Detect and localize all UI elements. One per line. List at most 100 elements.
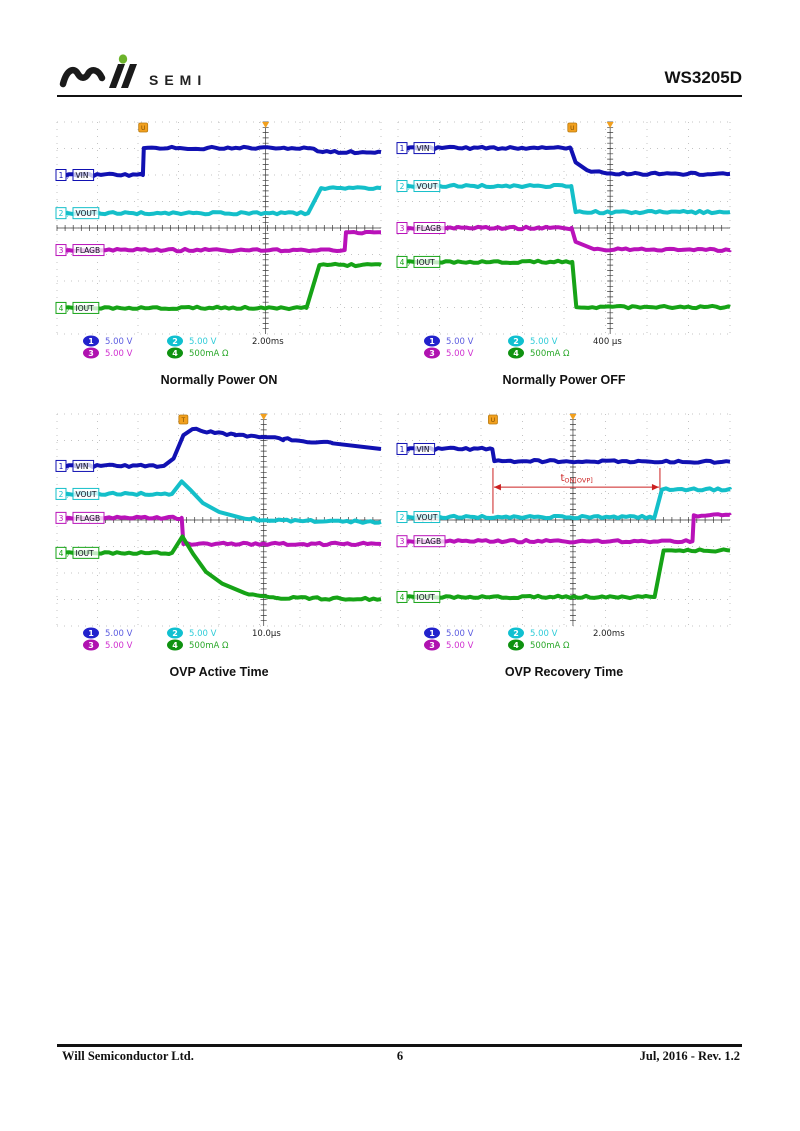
footer-company: Will Semiconductor Ltd. [62, 1049, 194, 1063]
svg-text:5.00 V: 5.00 V [189, 629, 217, 639]
graticule [56, 121, 382, 335]
svg-text:4: 4 [172, 641, 178, 650]
svg-text:4: 4 [513, 641, 519, 650]
legend-ch1: 1 5.00 V [424, 627, 474, 639]
trace-vout [56, 479, 382, 525]
svg-text:4: 4 [400, 593, 405, 602]
svg-text:2: 2 [59, 490, 64, 499]
footer-page-number: 6 [396, 1049, 404, 1063]
svg-text:FLAGB: FLAGB [417, 224, 442, 233]
svg-text:VOUT: VOUT [417, 513, 438, 522]
legend-ch2: 2 5.00 V [167, 627, 217, 639]
svg-text:1: 1 [59, 462, 64, 471]
legend-ch2: 2 5.00 V [167, 335, 217, 347]
legend-ch1: 1 5.00 V [83, 627, 133, 639]
svg-text:2: 2 [172, 629, 178, 638]
timebase-readout: 400 µs [593, 337, 622, 347]
svg-text:2: 2 [172, 337, 178, 346]
timebase-readout: 2.00ms [593, 629, 625, 639]
channel-label-iout: 4 〉 IOUT [396, 255, 441, 268]
svg-text:5.00 V: 5.00 V [530, 337, 558, 347]
svg-text:5.00 V: 5.00 V [446, 629, 474, 639]
svg-text:5.00 V: 5.00 V [530, 629, 558, 639]
channel-label-vout: 2 〉 VOUT [55, 487, 100, 500]
trace-iout [56, 261, 382, 312]
channel-label-vin: 1 〉 VIN [55, 169, 95, 181]
svg-text:1: 1 [59, 171, 64, 180]
logo-slash-2 [121, 64, 137, 88]
svg-text:〉: 〉 [67, 210, 74, 218]
svg-text:3: 3 [400, 224, 405, 233]
svg-text:VIN: VIN [417, 445, 430, 454]
channel-label-iout: 4 〉 IOUT [55, 546, 100, 559]
legend-ch4: 4 500mA Ω [167, 347, 229, 359]
svg-text:3: 3 [88, 641, 94, 650]
figure-caption: Normally Power ON [160, 373, 278, 387]
svg-text:VIN: VIN [76, 171, 89, 180]
svg-text:2: 2 [59, 209, 64, 218]
legend-ch4: 4 500mA Ω [508, 639, 570, 651]
svg-text:IOUT: IOUT [76, 549, 95, 558]
trace-iout [397, 258, 731, 311]
svg-text:4: 4 [400, 258, 405, 267]
trigger-event-marker-icon [488, 414, 498, 425]
logo-green-dot [118, 54, 128, 64]
channel-label-vin: 1 〉 VIN [396, 442, 436, 455]
svg-text:3: 3 [400, 537, 405, 546]
trace-vin [56, 426, 382, 470]
legend-ch4: 4 500mA Ω [167, 639, 229, 651]
svg-text:〉: 〉 [67, 247, 74, 255]
svg-text:〉: 〉 [408, 259, 415, 267]
svg-text:〉: 〉 [408, 538, 415, 546]
svg-text:5.00 V: 5.00 V [105, 337, 133, 347]
channel-label-iout: 4 〉 IOUT [55, 301, 100, 314]
svg-text:〉: 〉 [67, 550, 74, 558]
legend-ch4: 4 500mA Ω [508, 347, 570, 359]
svg-text:500mA Ω: 500mA Ω [189, 641, 229, 651]
channel-label-flagb: 3 〉 FLAGB [396, 222, 446, 234]
svg-text:3: 3 [88, 349, 94, 358]
svg-text:500mA Ω: 500mA Ω [530, 349, 570, 359]
svg-text:3: 3 [59, 514, 64, 523]
trace-flagb [56, 514, 382, 548]
svg-text:〉: 〉 [408, 594, 415, 602]
svg-text:〉: 〉 [408, 446, 415, 454]
svg-text:U: U [491, 417, 495, 424]
trace-iout [397, 547, 731, 601]
svg-text:1: 1 [88, 337, 94, 346]
trace-flagb [397, 224, 732, 253]
svg-text:1: 1 [429, 629, 435, 638]
channel-label-vout: 2 〉 VOUT [396, 180, 441, 193]
logo-semi-text: SEMI [149, 72, 207, 88]
svg-text:5.00 V: 5.00 V [446, 641, 474, 651]
svg-text:〉: 〉 [67, 305, 74, 313]
trigger-time-marker-icon [262, 122, 270, 128]
svg-text:5.00 V: 5.00 V [105, 349, 133, 359]
svg-text:1: 1 [429, 337, 435, 346]
logo-slash-1 [109, 64, 125, 88]
svg-text:〉: 〉 [67, 172, 74, 180]
channel-label-vout: 2 〉 VOUT [396, 511, 441, 524]
channel-label-vout: 2 〉 VOUT [55, 207, 100, 220]
trigger-event-marker-icon [567, 122, 578, 133]
figure-caption: OVP Recovery Time [504, 665, 624, 679]
svg-text:5.00 V: 5.00 V [105, 641, 133, 651]
part-number: WS3205D [664, 68, 742, 87]
figure-caption: OVP Active Time [169, 665, 269, 679]
logo-wave-w [59, 66, 106, 88]
svg-text:VOUT: VOUT [76, 490, 97, 499]
timebase-readout: 2.00ms [252, 337, 284, 347]
svg-text:5.00 V: 5.00 V [446, 349, 474, 359]
svg-text:1: 1 [400, 144, 405, 153]
legend-ch3: 3 5.00 V [83, 347, 133, 359]
legend-ch2: 2 5.00 V [508, 627, 558, 639]
trace-vout [397, 486, 732, 521]
svg-text:IOUT: IOUT [76, 304, 95, 313]
trace-vout [56, 185, 382, 217]
